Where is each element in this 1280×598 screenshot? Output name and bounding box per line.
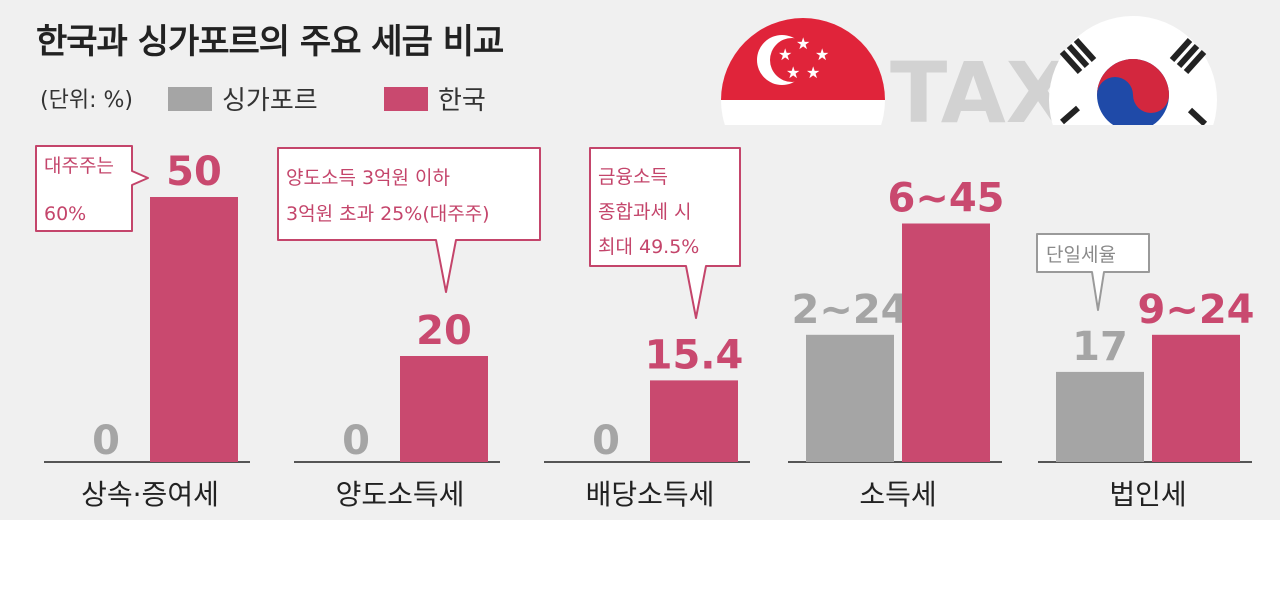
category-label: 상속·증여세 [81, 478, 219, 511]
svg-text:★: ★ [786, 63, 800, 82]
svg-text:★: ★ [778, 45, 792, 64]
callout-capital-gains: 양도소득 3억원 이하 3억원 초과 25%(대주주) [277, 147, 541, 293]
singapore-flag-icon: ★★★ ★★ [721, 18, 885, 125]
bar-value-label: 6~45 [887, 176, 1004, 222]
category-label: 법인세 [1109, 478, 1186, 511]
category-label: 배당소득세 [586, 478, 715, 511]
legend-item-korea: 한국 [384, 80, 486, 117]
bar-value-label: 15.4 [645, 332, 744, 378]
callout-dividend-line-1: 금융소득 [598, 166, 668, 188]
callout-dividend: 금융소득 종합과세 시 최대 49.5% [589, 147, 741, 319]
legend-swatch-korea [384, 86, 428, 111]
bar-korea [650, 380, 738, 462]
svg-text:★: ★ [796, 34, 810, 53]
callout-corporate-line-1: 단일세율 [1046, 244, 1116, 266]
bar-value-label: 0 [92, 418, 120, 464]
bar-korea [150, 197, 238, 462]
chart-title: 한국과 싱가포르의 주요 세금 비교 [36, 22, 504, 62]
legend-label-korea: 한국 [438, 86, 486, 116]
callout-inheritance-line-2: 60% [44, 203, 86, 225]
bar-value-label: 17 [1072, 324, 1128, 370]
legend-swatch-singapore [168, 86, 212, 111]
callout-dividend-line-3: 최대 49.5% [598, 236, 699, 258]
bar-korea [400, 356, 488, 462]
unit-label: (단위: %) [40, 88, 133, 113]
legend-item-singapore: 싱가포르 [168, 80, 318, 117]
category-label: 소득세 [859, 478, 936, 511]
bar-value-label: 50 [166, 149, 222, 195]
callout-inheritance-line-1: 대주주는 [44, 155, 114, 177]
korea-flag-icon [1049, 16, 1217, 125]
bar-singapore [806, 334, 894, 462]
svg-text:★: ★ [815, 45, 829, 64]
svg-text:★: ★ [806, 63, 820, 82]
bar-value-label: 9~24 [1137, 287, 1254, 333]
callout-corporate: 단일세율 [1036, 233, 1150, 311]
bar-value-label: 2~24 [791, 287, 908, 333]
bar-value-label: 20 [416, 308, 472, 354]
bar-korea [1152, 334, 1240, 462]
bar-singapore [1056, 371, 1144, 462]
bar-value-label: 0 [342, 418, 370, 464]
bar-value-label: 0 [592, 418, 620, 464]
category-label: 양도소득세 [336, 478, 465, 511]
callout-inheritance: 대주주는 60% [35, 145, 149, 232]
callout-capital-gains-line-1: 양도소득 3억원 이하 [286, 167, 450, 189]
callout-capital-gains-line-2: 3억원 초과 25%(대주주) [286, 203, 490, 225]
tax-watermark: TAX [890, 44, 1071, 142]
bar-korea [902, 223, 990, 462]
header-art: TAX ★★★ ★★ [721, 16, 1217, 142]
legend-label-singapore: 싱가포르 [222, 86, 318, 116]
callout-dividend-line-2: 종합과세 시 [598, 201, 691, 223]
